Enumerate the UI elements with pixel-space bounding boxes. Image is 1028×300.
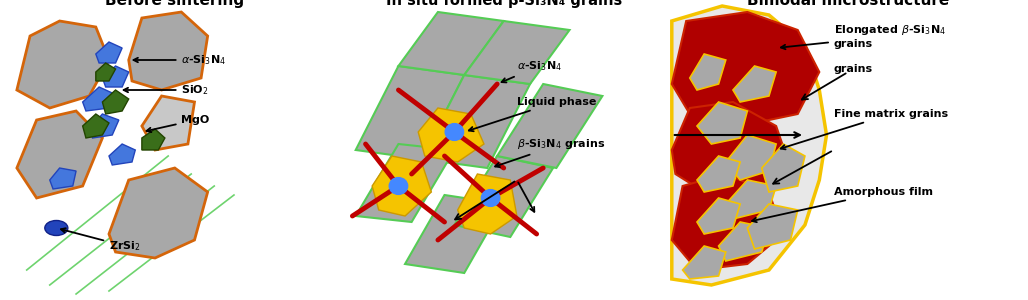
Polygon shape [457, 174, 517, 234]
Polygon shape [672, 6, 827, 285]
Circle shape [445, 124, 464, 140]
Text: ZrSi$_2$: ZrSi$_2$ [61, 228, 141, 253]
Polygon shape [683, 246, 726, 279]
Text: Fine matrix grains: Fine matrix grains [780, 109, 948, 149]
Polygon shape [96, 42, 122, 63]
Circle shape [390, 178, 408, 194]
Text: SiO$_2$: SiO$_2$ [123, 83, 209, 97]
Polygon shape [109, 144, 136, 165]
Polygon shape [103, 90, 128, 114]
Title: Bimodal microstructure: Bimodal microstructure [747, 0, 949, 8]
Polygon shape [697, 156, 740, 192]
Polygon shape [697, 102, 747, 144]
Polygon shape [672, 12, 819, 126]
Polygon shape [372, 156, 432, 216]
Polygon shape [421, 75, 530, 168]
Polygon shape [747, 204, 798, 249]
Polygon shape [690, 54, 726, 90]
Polygon shape [109, 168, 208, 258]
Polygon shape [672, 174, 783, 270]
Text: $\alpha$-Si$_3$N$_4$: $\alpha$-Si$_3$N$_4$ [134, 53, 226, 67]
Polygon shape [89, 114, 119, 138]
Title: Before sintering: Before sintering [105, 0, 245, 8]
Text: $\beta$-Si$_3$N$_4$ grains: $\beta$-Si$_3$N$_4$ grains [495, 137, 605, 167]
Polygon shape [465, 21, 570, 84]
Polygon shape [82, 114, 109, 138]
Polygon shape [697, 198, 740, 234]
Polygon shape [103, 66, 128, 87]
Text: Amorphous film: Amorphous film [752, 187, 932, 222]
Polygon shape [762, 144, 805, 192]
Polygon shape [49, 168, 76, 189]
Polygon shape [142, 129, 164, 150]
Text: Elongated $\beta$-Si$_3$N$_4$
grains: Elongated $\beta$-Si$_3$N$_4$ grains [781, 23, 946, 49]
Text: MgO: MgO [147, 115, 210, 132]
Polygon shape [128, 12, 208, 90]
Polygon shape [356, 66, 465, 159]
Title: In situ formed β-Si₃N₄ grains: In situ formed β-Si₃N₄ grains [386, 0, 622, 8]
Ellipse shape [45, 220, 68, 236]
Polygon shape [672, 102, 791, 192]
Polygon shape [726, 180, 776, 219]
Polygon shape [498, 84, 602, 168]
Text: grains: grains [834, 64, 873, 74]
Text: Liquid phase: Liquid phase [469, 97, 596, 131]
Polygon shape [16, 21, 109, 108]
Polygon shape [726, 135, 776, 180]
Polygon shape [399, 12, 504, 75]
Polygon shape [16, 111, 103, 198]
Polygon shape [96, 63, 115, 81]
Polygon shape [356, 144, 454, 222]
Polygon shape [142, 96, 194, 150]
Polygon shape [418, 108, 484, 162]
Polygon shape [82, 87, 112, 111]
Circle shape [481, 190, 500, 206]
Polygon shape [719, 222, 769, 261]
Polygon shape [733, 66, 776, 102]
Polygon shape [454, 156, 553, 237]
Polygon shape [405, 195, 504, 273]
Text: $\alpha$-Si$_3$N$_4$: $\alpha$-Si$_3$N$_4$ [502, 59, 562, 82]
